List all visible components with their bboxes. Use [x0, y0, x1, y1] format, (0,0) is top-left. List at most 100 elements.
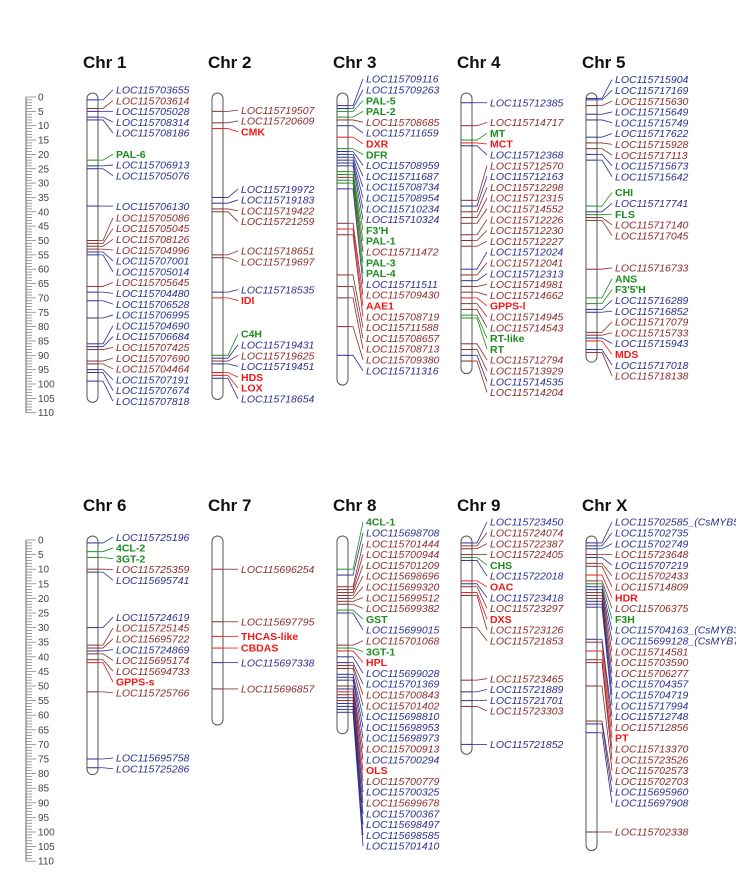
gene-connector: [597, 543, 613, 550]
gene-connector: [597, 603, 613, 695]
gene-connector: [348, 665, 364, 695]
ruler-tick-label: 110: [38, 857, 54, 868]
locus-label: LOC115712226: [490, 214, 564, 226]
locus-label: LOC115714981: [490, 279, 563, 291]
gene-connector: [472, 145, 488, 156]
gene-connector: [348, 700, 364, 803]
chromosome-title: Chr 9: [457, 496, 500, 515]
gene-connector: [348, 609, 364, 620]
gene-connector: [348, 673, 364, 717]
locus-label: LOC115718651: [241, 246, 314, 258]
locus-label: LOC115716733: [615, 263, 689, 275]
locus-label: LOC115705086: [116, 212, 190, 224]
gene-connector: [597, 598, 613, 674]
gene-connector: [597, 133, 613, 138]
gene-connector: [348, 151, 364, 166]
gene-connector: [348, 165, 364, 220]
locus-label: LOC115701068: [366, 636, 440, 648]
locus-label: LOC115714543: [490, 322, 564, 334]
gene-connector: [98, 228, 114, 244]
gene-connector: [472, 343, 488, 361]
gene-connector: [472, 122, 488, 127]
gene-label: 4CL-1: [366, 517, 395, 529]
gene-label: F3'H: [366, 225, 388, 237]
locus-label: LOC115700367: [366, 808, 441, 820]
gene-connector: [472, 283, 488, 287]
gene-label: CHI: [615, 187, 633, 199]
locus-label: LOC115695722: [116, 633, 190, 645]
gene-connector: [223, 208, 239, 212]
locus-label: LOC115715630: [615, 96, 689, 108]
locus-label: LOC115705645: [116, 277, 190, 289]
gene-connector: [98, 557, 114, 560]
gene-connector: [98, 282, 114, 287]
gene-label: DXS: [490, 614, 512, 626]
gene-connector: [472, 678, 488, 681]
gene-connector: [223, 289, 239, 293]
gene-label: MDS: [615, 349, 638, 361]
locus-label: LOC115717994: [615, 700, 689, 712]
gene-connector: [597, 119, 613, 124]
locus-label: LOC115719183: [241, 195, 315, 207]
locus-label: LOC115699382: [366, 603, 440, 615]
locus-label: LOC115722405: [490, 549, 564, 561]
gene-connector: [472, 583, 488, 598]
locus-label: LOC115702749: [615, 538, 689, 550]
gene-connector: [98, 357, 114, 362]
gene-label: 3GT-2: [116, 553, 145, 565]
gene-connector: [98, 251, 114, 262]
locus-label: LOC115701444: [366, 538, 440, 550]
locus-label: LOC115699015: [366, 625, 440, 637]
gene-connector: [223, 128, 239, 133]
gene-connector: [472, 187, 488, 213]
gene-label: MCT: [490, 139, 513, 151]
locus-label: LOC115723648: [615, 549, 689, 561]
gene-connector: [597, 192, 613, 207]
gene-connector: [348, 326, 364, 360]
locus-label: LOC115715642: [615, 171, 689, 183]
gene-connector: [348, 100, 364, 112]
gene-connector: [597, 337, 613, 344]
gene-connector: [348, 640, 364, 646]
gene-connector: [597, 650, 613, 739]
gene-connector: [597, 300, 613, 310]
chromosome-bar: [336, 535, 349, 735]
gene-connector: [98, 217, 114, 241]
chromosome-bar: [585, 535, 598, 852]
locus-label: LOC115711687: [366, 171, 440, 183]
gene-connector: [348, 125, 364, 134]
ruler-tick-label: 5: [38, 107, 44, 118]
locus-label: LOC115706130: [116, 201, 190, 213]
locus-label: LOC115717018: [615, 360, 689, 372]
locus-label: LOC115698973: [366, 733, 440, 745]
locus-label: LOC115698953: [366, 722, 440, 734]
gene-connector: [98, 100, 114, 109]
ruler-tick-label: 5: [38, 550, 44, 561]
locus-label: LOC115716289: [615, 295, 689, 307]
locus-label: LOC115714945: [490, 311, 564, 323]
ruler-tick-label: 20: [38, 150, 50, 161]
gene-connector: [348, 89, 364, 109]
locus-label: LOC115717079: [615, 317, 689, 329]
ruler-tick-label: 75: [38, 308, 50, 319]
locus-label: LOC115709263: [366, 85, 440, 97]
locus-label: LOC115714535: [490, 376, 564, 388]
gene-connector: [348, 78, 364, 107]
locus-label: LOC115697338: [241, 657, 315, 669]
gene-connector: [348, 612, 364, 631]
locus-label: LOC115714204: [490, 387, 564, 399]
ruler-tick-label: 30: [38, 179, 50, 190]
locus-label: LOC115715928: [615, 139, 689, 151]
locus-label: LOC115723303: [490, 706, 564, 718]
locus-label: LOC115713929: [490, 365, 564, 377]
gene-connector: [348, 543, 364, 588]
locus-label: LOC115719431: [241, 339, 314, 351]
ruler-tick-label: 50: [38, 236, 50, 247]
gene-connector: [472, 197, 488, 218]
chromosome-bar: [585, 92, 598, 363]
gene-connector: [348, 694, 364, 782]
locus-label: LOC115707690: [116, 353, 190, 365]
gene-connector: [98, 547, 114, 553]
locus-label: LOC115700944: [366, 549, 440, 561]
locus-label: LOC115703655: [116, 84, 190, 96]
